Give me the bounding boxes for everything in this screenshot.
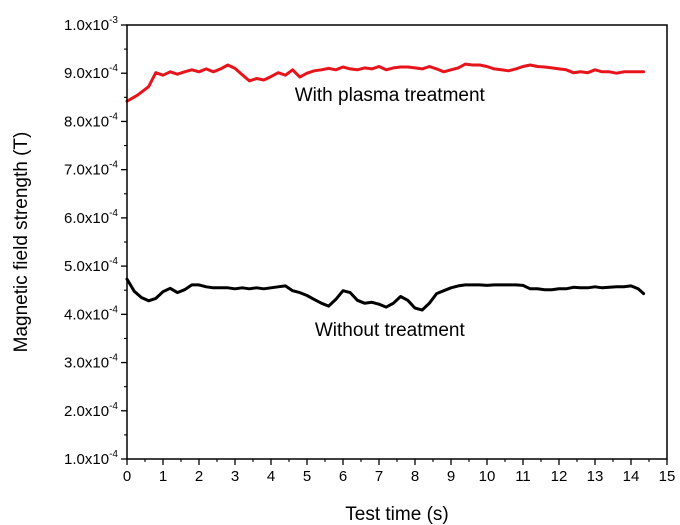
- x-tick-label: 8: [411, 468, 419, 485]
- y-tick-mantissa: 8.0x10: [64, 113, 109, 130]
- x-tick-label: 11: [515, 468, 531, 485]
- y-tick-label: 2.0x10-4: [64, 401, 118, 420]
- y-tick-label: 7.0x10-4: [64, 160, 118, 179]
- y-tick-exponent: -4: [109, 111, 118, 122]
- y-tick-exponent: -3: [109, 15, 118, 26]
- y-tick-mantissa: 2.0x10: [64, 403, 109, 420]
- x-axis-ticks: 0 1 2 3 4 5 6 7 8 9 10 11 12 13 14 15: [123, 459, 676, 485]
- y-tick-mantissa: 4.0x10: [64, 306, 109, 323]
- y-tick-label: 8.0x10-4: [64, 111, 118, 130]
- x-axis-label: Test time (s): [345, 504, 448, 525]
- x-tick-label: 3: [231, 468, 239, 485]
- y-tick-label: 9.0x10-4: [64, 63, 118, 82]
- y-tick-exponent: -4: [109, 63, 118, 74]
- x-tick-label: 5: [303, 468, 311, 485]
- y-tick-exponent: -4: [109, 401, 118, 412]
- y-tick-label: 3.0x10-4: [64, 353, 118, 372]
- x-tick-label: 9: [447, 468, 455, 485]
- y-tick-label: 5.0x10-4: [64, 256, 118, 275]
- y-tick-exponent: -4: [109, 449, 118, 460]
- x-tick-label: 10: [479, 468, 496, 485]
- y-tick-mantissa: 6.0x10: [64, 210, 109, 227]
- y-tick-mantissa: 7.0x10: [64, 162, 109, 179]
- series-layer: [125, 62, 646, 312]
- y-tick-exponent: -4: [109, 304, 118, 315]
- series-line-0: [125, 62, 646, 103]
- y-tick-mantissa: 1.0x10: [64, 17, 109, 34]
- y-tick-exponent: -4: [109, 208, 118, 219]
- y-tick-label: 1.0x10-3: [64, 15, 118, 34]
- x-tick-label: 14: [623, 468, 640, 485]
- y-tick-label: 6.0x10-4: [64, 208, 118, 227]
- y-tick-label: 4.0x10-4: [64, 304, 118, 323]
- y-axis-ticks: 1.0x10-42.0x10-43.0x10-44.0x10-45.0x10-4…: [64, 15, 127, 468]
- y-axis-label: Magnetic field strength (T): [11, 132, 32, 353]
- x-tick-label: 4: [267, 468, 275, 485]
- x-tick-label: 2: [195, 468, 203, 485]
- annotation-without-treatment: Without treatment: [315, 320, 466, 341]
- x-tick-label: 12: [551, 468, 568, 485]
- x-tick-label: 15: [659, 468, 676, 485]
- series-line-1: [125, 277, 646, 312]
- y-tick-exponent: -4: [109, 256, 118, 267]
- y-tick-mantissa: 9.0x10: [64, 65, 109, 82]
- y-tick-mantissa: 3.0x10: [64, 355, 109, 372]
- y-tick-mantissa: 5.0x10: [64, 258, 109, 275]
- plot-frame: [126, 24, 668, 460]
- x-tick-label: 13: [587, 468, 604, 485]
- y-tick-label: 1.0x10-4: [64, 449, 118, 468]
- x-tick-label: 1: [159, 468, 167, 485]
- annotation-with-plasma-treatment: With plasma treatment: [295, 85, 486, 106]
- y-tick-exponent: -4: [109, 160, 118, 171]
- x-tick-label: 7: [375, 468, 383, 485]
- x-tick-label: 0: [123, 468, 131, 485]
- y-tick-exponent: -4: [109, 353, 118, 364]
- x-tick-label: 6: [339, 468, 347, 485]
- y-tick-mantissa: 1.0x10: [64, 451, 109, 468]
